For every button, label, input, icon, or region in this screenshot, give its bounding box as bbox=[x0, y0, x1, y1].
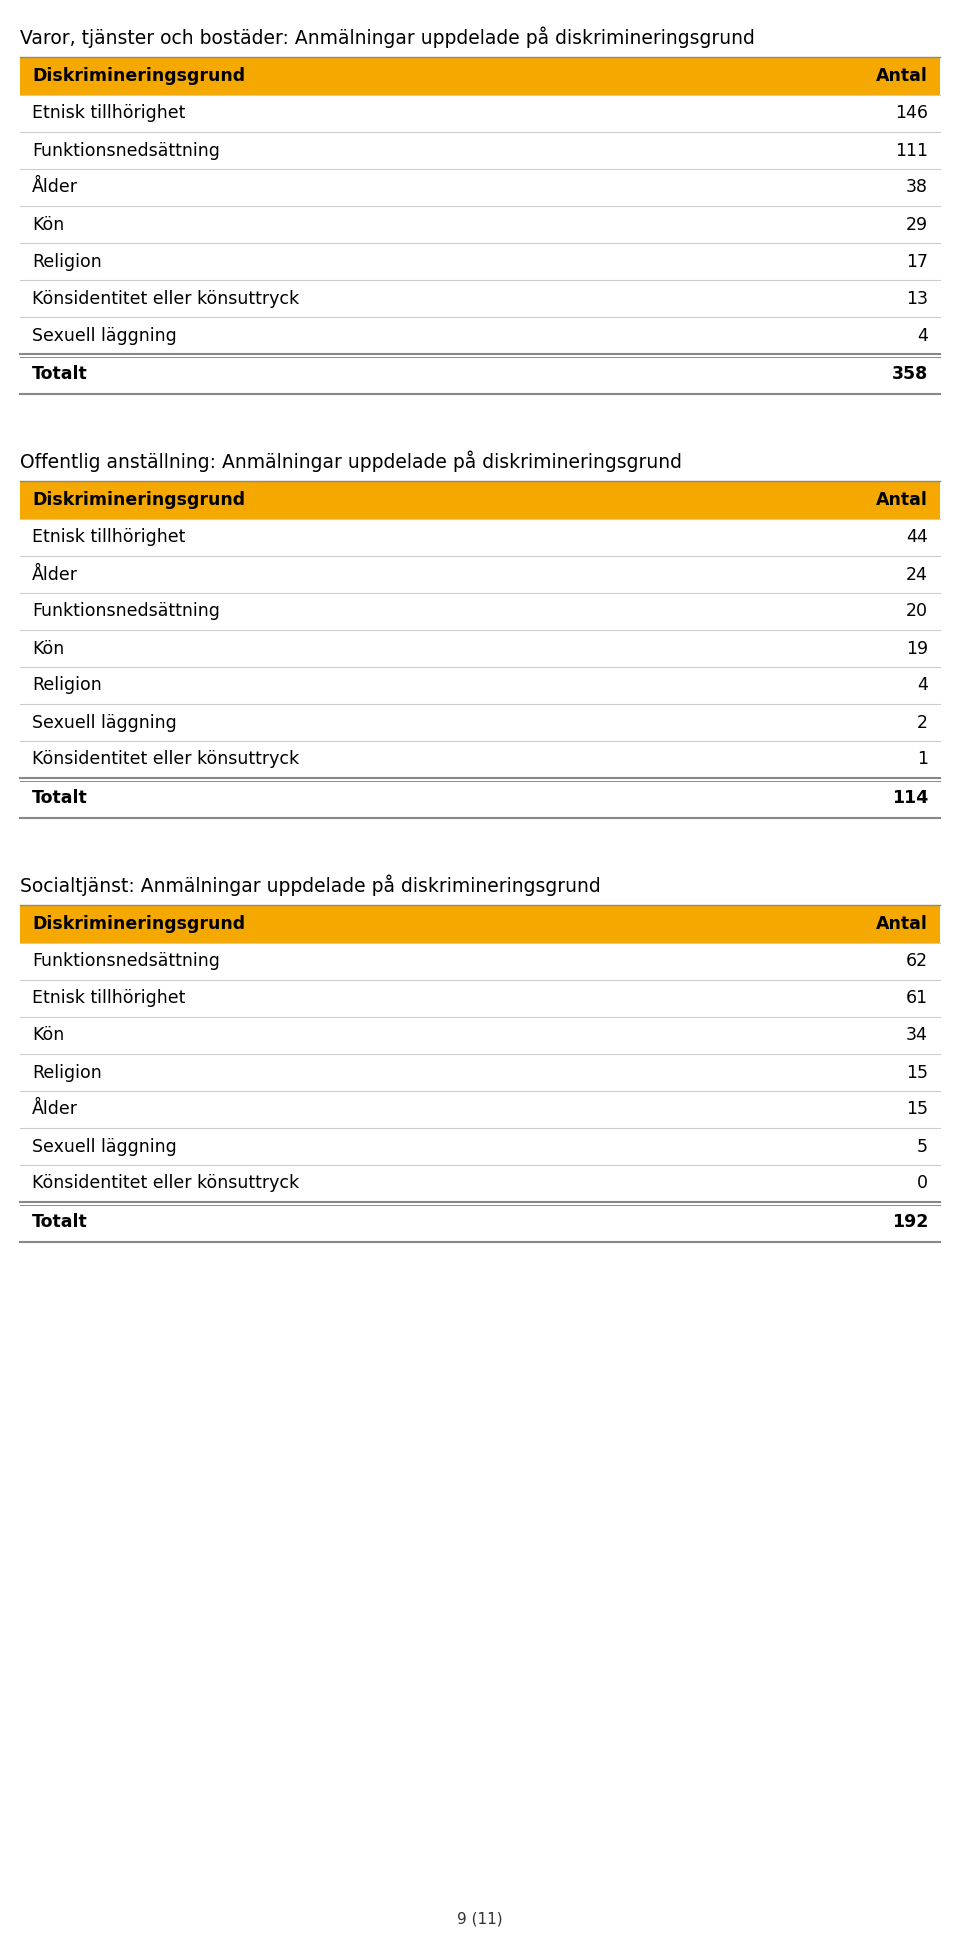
Text: Funktionsnedsättning: Funktionsnedsättning bbox=[32, 952, 220, 971]
Text: 114: 114 bbox=[892, 789, 928, 807]
Text: 29: 29 bbox=[906, 215, 928, 233]
Bar bbox=[20, 1165, 940, 1202]
Bar bbox=[20, 57, 940, 96]
Text: Antal: Antal bbox=[876, 914, 928, 932]
Bar bbox=[20, 944, 940, 981]
Bar bbox=[20, 1127, 940, 1165]
Text: Socialtjänst: Anmälningar uppdelade på diskrimineringsgrund: Socialtjänst: Anmälningar uppdelade på d… bbox=[20, 875, 601, 897]
Bar bbox=[20, 317, 940, 354]
Text: Totalt: Totalt bbox=[32, 365, 87, 383]
Text: 20: 20 bbox=[906, 602, 928, 621]
Bar bbox=[20, 1016, 940, 1053]
Text: Sexuell läggning: Sexuell läggning bbox=[32, 713, 177, 731]
Text: Kön: Kön bbox=[32, 215, 64, 233]
Text: Ålder: Ålder bbox=[32, 1100, 78, 1118]
Text: Etnisk tillhörighet: Etnisk tillhörighet bbox=[32, 989, 185, 1008]
Text: 9 (11): 9 (11) bbox=[457, 1911, 503, 1927]
Text: 24: 24 bbox=[906, 565, 928, 584]
Bar bbox=[20, 279, 940, 317]
Text: 34: 34 bbox=[906, 1026, 928, 1045]
Text: 62: 62 bbox=[906, 952, 928, 971]
Text: 44: 44 bbox=[906, 528, 928, 547]
Bar bbox=[20, 1202, 940, 1243]
Bar bbox=[20, 133, 940, 168]
Text: Könsidentitet eller könsuttryck: Könsidentitet eller könsuttryck bbox=[32, 1174, 300, 1192]
Text: Religion: Religion bbox=[32, 1063, 102, 1081]
Text: Totalt: Totalt bbox=[32, 789, 87, 807]
Text: 192: 192 bbox=[892, 1213, 928, 1231]
Bar bbox=[20, 905, 940, 944]
Text: Etnisk tillhörighet: Etnisk tillhörighet bbox=[32, 528, 185, 547]
Bar bbox=[20, 1053, 940, 1090]
Text: Sexuell läggning: Sexuell läggning bbox=[32, 326, 177, 344]
Text: Antal: Antal bbox=[876, 66, 928, 86]
Text: 5: 5 bbox=[917, 1137, 928, 1155]
Bar bbox=[20, 629, 940, 666]
Bar bbox=[20, 557, 940, 592]
Text: 17: 17 bbox=[906, 252, 928, 270]
Text: 38: 38 bbox=[906, 178, 928, 197]
Text: 358: 358 bbox=[892, 365, 928, 383]
Bar bbox=[20, 96, 940, 133]
Text: Religion: Religion bbox=[32, 676, 102, 694]
Text: 15: 15 bbox=[906, 1100, 928, 1118]
Bar bbox=[20, 592, 940, 629]
Text: Diskrimineringsgrund: Diskrimineringsgrund bbox=[32, 66, 245, 86]
Text: 111: 111 bbox=[895, 141, 928, 160]
Text: 15: 15 bbox=[906, 1063, 928, 1081]
Bar bbox=[20, 778, 940, 819]
Bar bbox=[20, 981, 940, 1016]
Bar bbox=[20, 168, 940, 205]
Text: Etnisk tillhörighet: Etnisk tillhörighet bbox=[32, 104, 185, 123]
Text: 4: 4 bbox=[917, 676, 928, 694]
Text: Totalt: Totalt bbox=[32, 1213, 87, 1231]
Bar bbox=[20, 741, 940, 778]
Text: Diskrimineringsgrund: Diskrimineringsgrund bbox=[32, 490, 245, 508]
Text: 4: 4 bbox=[917, 326, 928, 344]
Bar bbox=[20, 354, 940, 395]
Bar bbox=[20, 242, 940, 279]
Text: Kön: Kön bbox=[32, 1026, 64, 1045]
Text: Ålder: Ålder bbox=[32, 178, 78, 197]
Text: Könsidentitet eller könsuttryck: Könsidentitet eller könsuttryck bbox=[32, 750, 300, 768]
Text: Diskrimineringsgrund: Diskrimineringsgrund bbox=[32, 914, 245, 932]
Bar bbox=[20, 666, 940, 703]
Text: Ålder: Ålder bbox=[32, 565, 78, 584]
Text: Offentlig anställning: Anmälningar uppdelade på diskrimineringsgrund: Offentlig anställning: Anmälningar uppde… bbox=[20, 451, 682, 473]
Bar bbox=[20, 1090, 940, 1127]
Bar bbox=[20, 520, 940, 557]
Text: Funktionsnedsättning: Funktionsnedsättning bbox=[32, 602, 220, 621]
Bar bbox=[20, 205, 940, 242]
Bar bbox=[20, 703, 940, 741]
Text: Könsidentitet eller könsuttryck: Könsidentitet eller könsuttryck bbox=[32, 289, 300, 307]
Text: 19: 19 bbox=[906, 639, 928, 657]
Text: 146: 146 bbox=[895, 104, 928, 123]
Text: 61: 61 bbox=[906, 989, 928, 1008]
Text: 0: 0 bbox=[917, 1174, 928, 1192]
Bar bbox=[20, 481, 940, 520]
Text: 13: 13 bbox=[906, 289, 928, 307]
Text: Antal: Antal bbox=[876, 490, 928, 508]
Text: Sexuell läggning: Sexuell läggning bbox=[32, 1137, 177, 1155]
Text: 1: 1 bbox=[917, 750, 928, 768]
Text: Kön: Kön bbox=[32, 639, 64, 657]
Text: Religion: Religion bbox=[32, 252, 102, 270]
Text: Varor, tjänster och bostäder: Anmälningar uppdelade på diskrimineringsgrund: Varor, tjänster och bostäder: Anmälninga… bbox=[20, 27, 755, 49]
Text: Funktionsnedsättning: Funktionsnedsättning bbox=[32, 141, 220, 160]
Text: 2: 2 bbox=[917, 713, 928, 731]
